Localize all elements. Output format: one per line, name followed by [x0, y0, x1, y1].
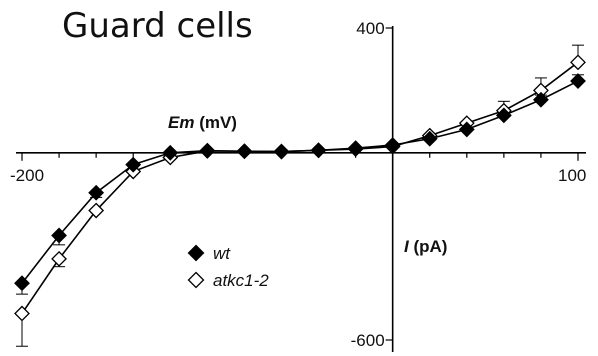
data-point-atkc1-2 [14, 305, 30, 322]
x-tick-label: 100 [558, 166, 586, 185]
x-tick-label: -200 [10, 166, 44, 185]
data-point-wt [310, 142, 327, 159]
series-line-wt [21, 80, 579, 284]
legend-label-wt: wt [213, 244, 231, 263]
data-point-atkc1-2 [88, 202, 105, 219]
data-point-wt [421, 130, 438, 147]
data-point-wt [162, 144, 179, 161]
data-point-atkc1-2 [51, 250, 67, 267]
chart-title: Guard cells [62, 6, 253, 46]
series-line-atkc1-2 [21, 61, 579, 314]
legend-marker-wt [187, 244, 205, 262]
data-point-wt [88, 184, 105, 201]
data-point-wt [570, 73, 586, 89]
data-point-wt [533, 91, 549, 108]
y-tick-label: 400 [356, 19, 384, 38]
y-axis-label: I (pA) [404, 237, 447, 256]
x-axis-label: Em (mV) [168, 113, 237, 132]
data-point-wt [273, 143, 290, 160]
data-point-wt [51, 227, 67, 244]
legend-label-atkc1-2: atkc1-2 [213, 271, 269, 290]
data-point-wt [125, 156, 142, 173]
data-point-wt [199, 142, 216, 159]
error-bars [16, 44, 584, 347]
data-point-wt [347, 140, 364, 157]
legend-marker-atkc1-2 [187, 271, 205, 289]
data-point-wt [14, 275, 30, 292]
data-point-wt [495, 107, 512, 124]
data-point-wt [458, 121, 475, 138]
series-lines [21, 61, 579, 314]
data-point-wt [384, 137, 401, 153]
y-tick-label: -600 [351, 331, 385, 350]
markers [14, 54, 586, 322]
data-point-wt [236, 143, 253, 160]
data-point-atkc1-2 [570, 54, 586, 71]
